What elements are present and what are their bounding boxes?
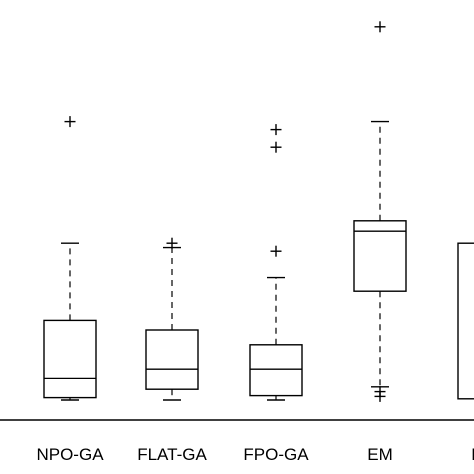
x-tick-label: NPO-GA: [36, 445, 104, 464]
x-tick-label: EM: [367, 445, 393, 464]
box-group: [43, 21, 474, 402]
box-5: [353, 21, 407, 402]
box-iqr: [457, 242, 474, 400]
box-iqr: [145, 329, 199, 390]
box-iqr: [249, 344, 303, 397]
x-tick-label: FLAT-GA: [137, 445, 207, 464]
box-3: [145, 237, 199, 401]
x-tick-label: FPO-GA: [243, 445, 309, 464]
box-4: [249, 124, 303, 401]
box-6: [457, 242, 474, 400]
box-iqr: [353, 220, 407, 292]
box-2: [43, 116, 97, 401]
box-iqr: [43, 319, 97, 399]
x-tick-label: EM: [471, 445, 474, 464]
